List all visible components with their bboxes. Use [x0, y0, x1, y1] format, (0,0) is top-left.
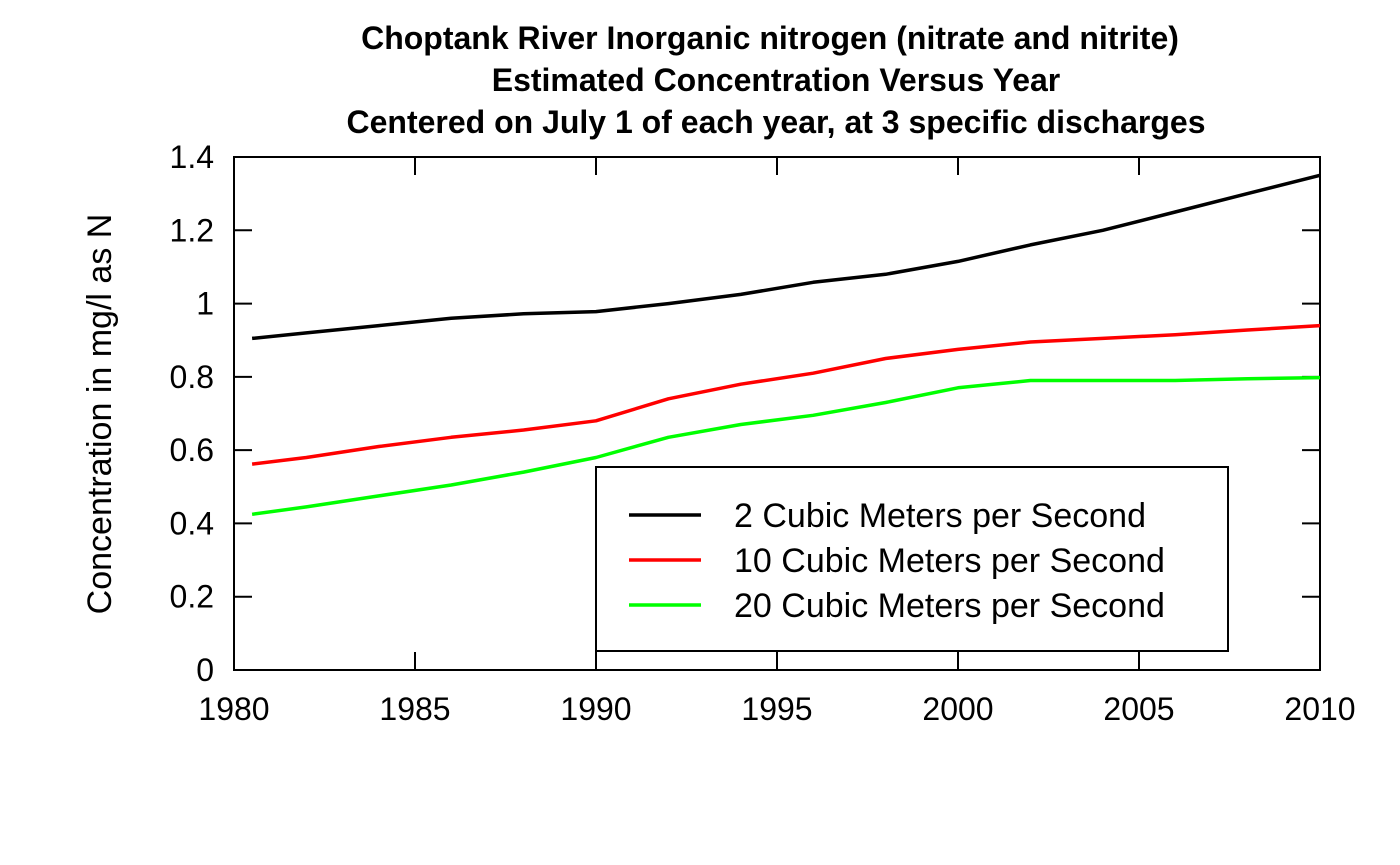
- y-tick-label: 0.6: [170, 432, 214, 468]
- x-tick-label: 2010: [1284, 691, 1355, 727]
- x-tick-label: 1990: [560, 691, 631, 727]
- series-line: [251, 323, 1321, 466]
- x-tick-label: 2000: [922, 691, 993, 727]
- legend-label: 10 Cubic Meters per Second: [734, 542, 1165, 580]
- legend: 2 Cubic Meters per Second 10 Cubic Meters…: [595, 466, 1229, 652]
- x-tick-label: 1985: [379, 691, 450, 727]
- axis-ticks: 1980 1985 1990 1995 2000 2005 2010 0 0.2 0.4 0.6 0.…: [170, 139, 1356, 727]
- legend-items: 2 Cubic Meters per Second 10 Cubic Meters…: [629, 497, 1165, 625]
- legend-label: 20 Cubic Meters per Second: [734, 587, 1165, 625]
- x-tick-label: 1980: [198, 691, 269, 727]
- y-tick-label: 0.2: [170, 579, 214, 615]
- x-tick-label: 1995: [741, 691, 812, 727]
- chart-title-line-3: Centered on July 1 of each year, at 3 sp…: [346, 104, 1205, 140]
- chart-title-line-1: Choptank River Inorganic nitrogen (nitra…: [361, 20, 1179, 56]
- series-lines: [251, 173, 1321, 517]
- x-tick-label: 2005: [1103, 691, 1174, 727]
- legend-label: 2 Cubic Meters per Second: [734, 497, 1146, 535]
- legend-box: [595, 466, 1229, 652]
- series-line: [251, 375, 1321, 517]
- y-tick-label: 1.4: [170, 139, 214, 175]
- y-tick-label: 1: [196, 286, 214, 322]
- chart-title-line-2: Estimated Concentration Versus Year: [492, 62, 1061, 98]
- y-tick-label: 0: [196, 652, 214, 688]
- y-tick-label: 0.8: [170, 359, 214, 395]
- y-axis-label: Concentration in mg/l as N: [81, 214, 119, 615]
- y-tick-label: 0.4: [170, 505, 214, 541]
- y-tick-label: 1.2: [170, 212, 214, 248]
- series-line: [251, 173, 1321, 341]
